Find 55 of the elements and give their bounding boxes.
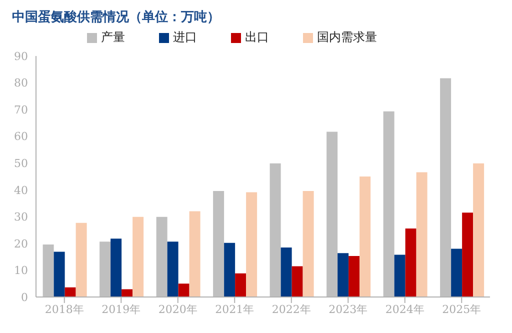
bar [42,244,54,297]
bar [338,253,349,297]
bar [280,247,292,297]
x-tick-label: 2023年 [328,302,368,316]
bar [270,163,281,297]
x-tick-label: 2021年 [215,302,254,316]
bar [246,192,258,297]
bar [394,254,406,297]
x-tick-label: 2018年 [44,302,84,316]
bar [224,242,236,297]
bar [405,228,416,297]
x-tick-label: 2020年 [158,302,198,316]
legend-label: 进口 [173,30,197,44]
bar [100,242,111,297]
bar [110,238,122,297]
chart-title: 中国蛋氨酸供需情况（单位：万吨） [12,9,220,26]
bar [76,222,87,297]
bar [189,211,200,297]
bar [213,190,224,297]
y-tick-label: 30 [14,210,28,224]
bar [383,111,394,297]
bar [462,212,474,297]
bar [473,163,484,297]
legend-label: 产量 [101,30,125,44]
legend-label: 出口 [245,30,269,44]
bar [451,248,462,297]
y-tick-label: 50 [14,157,28,170]
x-tick-label: 2025年 [442,302,482,316]
bar [156,216,168,297]
bar [416,172,428,297]
y-tick-label: 20 [14,237,28,250]
y-tick-label: 10 [14,264,28,278]
bar [178,284,190,297]
y-tick-label: 80 [14,76,28,90]
y-tick-label: 40 [14,184,28,197]
bar [122,289,133,297]
bar [54,252,65,297]
bar [292,266,303,297]
y-tick-label: 70 [14,103,28,116]
bar [132,216,144,297]
bar [326,132,338,297]
bar [302,190,314,297]
y-tick-label: 60 [14,130,28,144]
bar [348,256,360,297]
x-tick-label: 2019年 [102,302,141,316]
y-tick-label: 0 [21,290,28,304]
bar [235,273,246,297]
bar [64,287,76,297]
x-tick-label: 2022年 [272,302,311,316]
legend-label: 国内需求量 [317,30,377,44]
bar [167,242,178,297]
y-tick-label: 90 [14,50,28,63]
bar [360,176,371,297]
x-tick-label: 2024年 [385,302,424,316]
bar [440,78,452,297]
